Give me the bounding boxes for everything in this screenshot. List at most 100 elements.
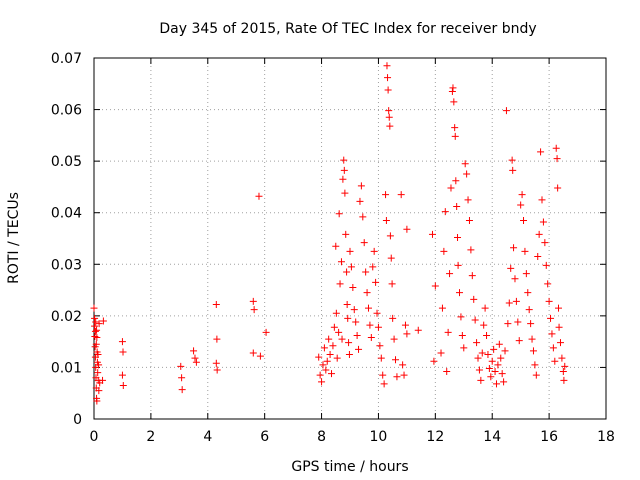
data-point	[468, 272, 476, 280]
data-point	[389, 314, 397, 322]
data-point	[560, 376, 568, 384]
data-point	[444, 328, 452, 336]
data-point	[504, 320, 512, 328]
data-point	[386, 122, 394, 130]
data-point	[213, 335, 221, 343]
data-point	[474, 354, 482, 362]
data-point	[388, 280, 396, 288]
data-point	[531, 361, 539, 369]
data-point	[453, 203, 461, 211]
data-point	[542, 261, 550, 269]
data-point	[367, 334, 375, 342]
data-point	[372, 278, 380, 286]
data-point	[539, 218, 547, 226]
data-point	[362, 268, 370, 276]
data-point	[94, 351, 102, 359]
data-point	[457, 313, 465, 321]
data-point	[92, 318, 100, 326]
data-point	[93, 326, 101, 334]
data-point	[443, 368, 451, 376]
data-point	[336, 280, 344, 288]
y-tick-label: 0.05	[51, 154, 82, 170]
data-point	[382, 216, 390, 224]
data-point	[502, 107, 510, 115]
data-point	[95, 387, 103, 395]
data-point	[458, 331, 466, 339]
data-point	[382, 191, 390, 199]
data-point	[441, 208, 449, 216]
data-point	[377, 354, 385, 362]
data-point	[386, 232, 394, 240]
data-point	[332, 309, 340, 317]
x-tick-label: 18	[597, 429, 615, 445]
y-tick-label: 0.01	[51, 360, 82, 376]
data-point	[191, 354, 199, 362]
data-point	[315, 353, 323, 361]
data-point	[360, 239, 368, 247]
data-point	[99, 317, 107, 325]
data-point	[498, 370, 506, 378]
data-point	[491, 368, 499, 376]
data-point	[343, 301, 351, 309]
data-point	[451, 132, 459, 140]
data-point	[559, 368, 567, 376]
data-point	[91, 322, 99, 330]
data-point	[555, 323, 563, 331]
data-point	[524, 289, 532, 297]
data-point	[473, 339, 481, 347]
data-point	[190, 347, 198, 355]
data-point	[428, 230, 436, 238]
data-point	[119, 348, 127, 356]
data-point	[494, 361, 502, 369]
data-point	[477, 376, 485, 384]
data-point	[467, 246, 475, 254]
data-point	[460, 344, 468, 352]
data-point	[414, 326, 422, 334]
data-point	[556, 339, 564, 347]
data-point	[90, 304, 98, 312]
x-tick-label: 6	[260, 429, 269, 445]
data-point	[366, 321, 374, 329]
data-point	[492, 380, 500, 388]
chart-title: Day 345 of 2015, Rate Of TEC Index for r…	[159, 21, 536, 37]
data-point	[511, 275, 519, 283]
data-point	[373, 309, 381, 317]
plot-frame	[93, 57, 607, 420]
y-tick-label: 0.04	[51, 206, 82, 222]
y-tick-label: 0.06	[51, 103, 82, 119]
data-point	[325, 335, 333, 343]
data-point	[330, 323, 338, 331]
data-point	[339, 175, 347, 183]
data-point	[471, 316, 479, 324]
data-point	[178, 386, 186, 394]
data-point	[350, 306, 358, 314]
data-point	[320, 344, 328, 352]
data-point	[355, 345, 363, 353]
data-point	[510, 244, 518, 252]
data-point	[392, 356, 400, 364]
data-point	[552, 144, 560, 152]
data-point	[517, 201, 525, 209]
data-point	[249, 297, 257, 305]
data-point	[316, 371, 324, 379]
data-point	[529, 347, 537, 355]
data-point	[437, 349, 445, 357]
data-point	[359, 213, 367, 221]
data-point	[500, 378, 508, 386]
data-point	[345, 339, 353, 347]
data-point	[522, 270, 530, 278]
data-point	[461, 160, 469, 168]
data-point	[484, 351, 492, 359]
data-point	[525, 306, 533, 314]
data-points	[90, 62, 569, 405]
data-point	[328, 370, 336, 378]
data-point	[521, 247, 529, 255]
data-point	[505, 299, 513, 307]
data-point	[390, 335, 398, 343]
data-point	[538, 196, 546, 204]
data-point	[463, 170, 471, 178]
data-point	[256, 352, 264, 360]
data-point	[544, 280, 552, 288]
data-point	[319, 361, 327, 369]
